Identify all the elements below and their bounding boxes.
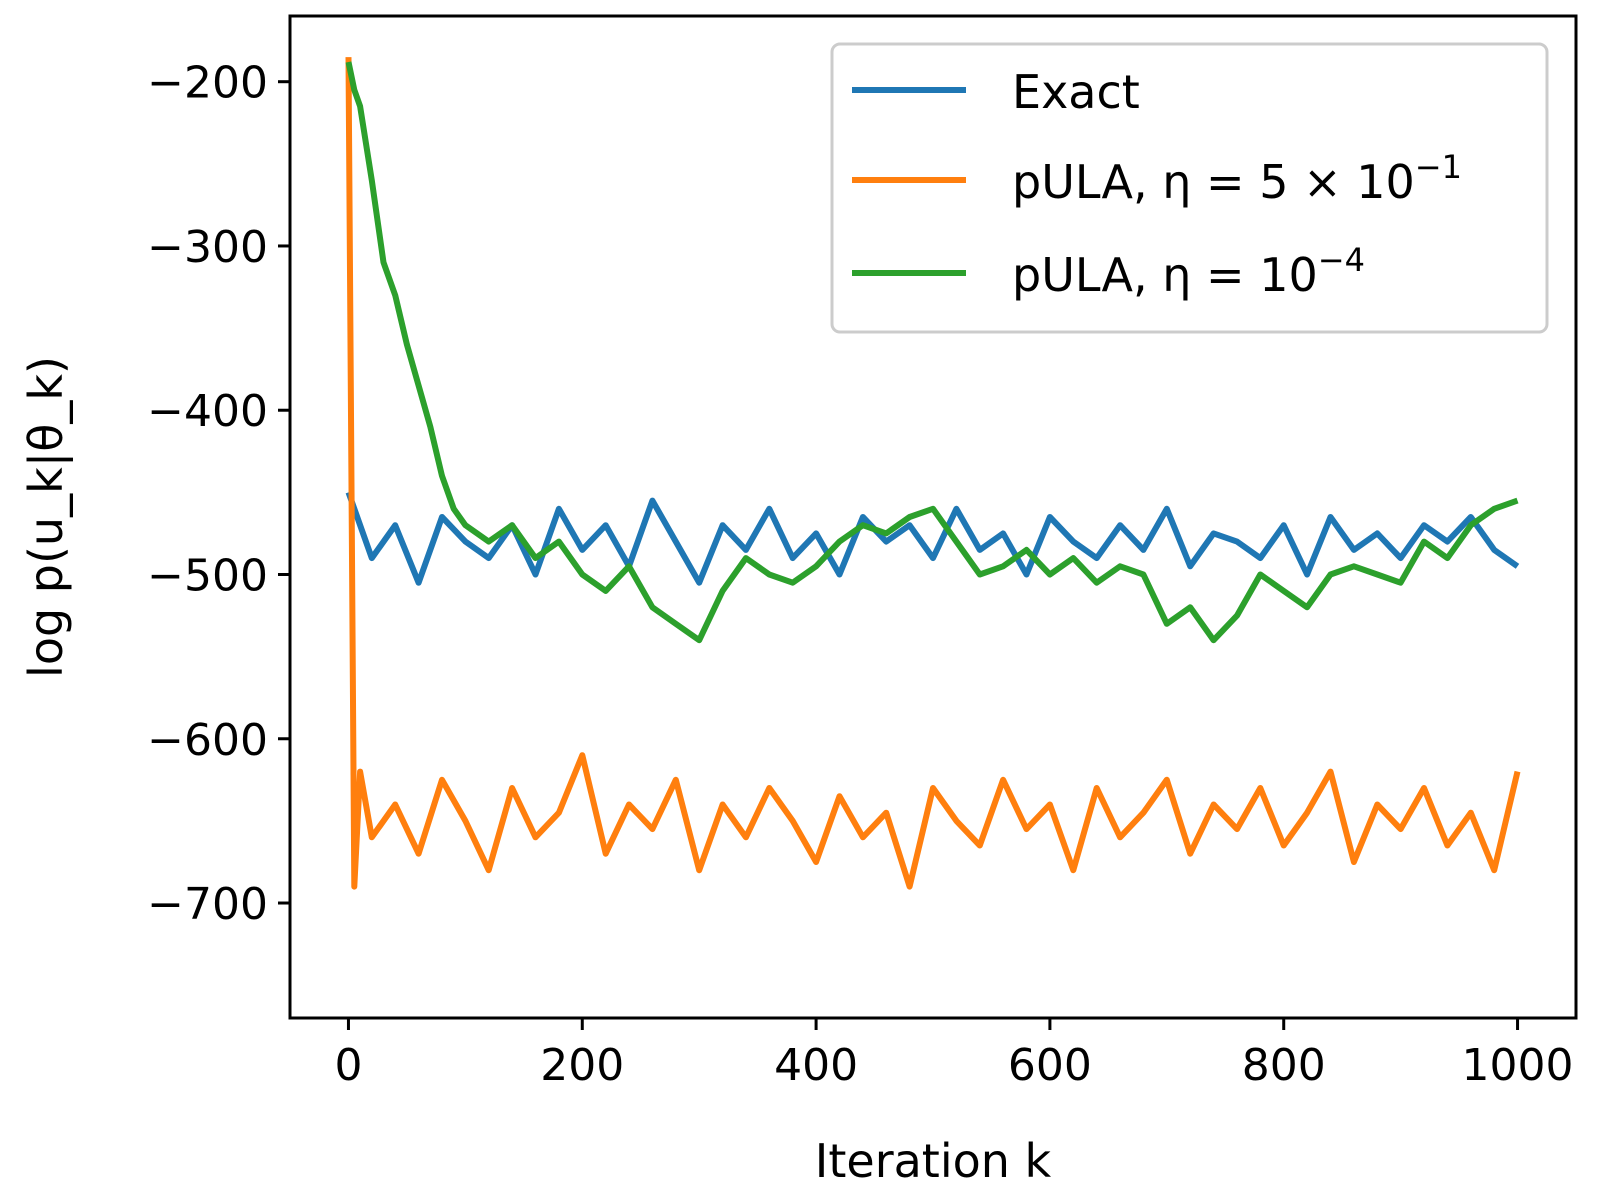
x-tick-label: 600 [1008,1040,1092,1091]
y-tick-label: −600 [147,715,268,766]
y-tick-label: −200 [147,58,268,109]
legend-label-pula-eta-1e-4: pULA, η = 10−4 [1012,241,1365,302]
y-axis-label: log p(u_k|θ_k) [19,356,74,678]
y-tick-label: −700 [147,879,268,930]
y-axis: −200 −300 −400 −500 −600 −700 [147,58,290,930]
plot-frame [288,14,1578,1020]
x-tick-label: 800 [1242,1040,1326,1091]
legend-label-pula-eta-1e-4-exponent: −4 [1318,241,1365,279]
legend-label-exact: Exact [1012,65,1140,119]
x-tick-label: 1000 [1462,1040,1574,1091]
legend-label-pula-eta-5e-1: pULA, η = 5 × 10−1 [1012,148,1462,209]
x-tick-label: 400 [774,1040,858,1091]
x-tick-label: 0 [334,1040,362,1091]
y-tick-label: −300 [147,222,268,273]
x-axis-label: Iteration k [815,1134,1052,1188]
legend-label-pula-eta-5e-1-text: pULA, η = 5 × 10 [1012,155,1415,209]
legend-label-pula-eta-5e-1-exponent: −1 [1415,148,1462,186]
series-line-1 [345,57,1521,890]
series-layer [345,57,1521,890]
series-line-2 [345,61,1519,644]
x-axis: 0 200 400 600 800 1000 [334,1018,1574,1091]
legend: Exact pULA, η = 5 × 10−1 pULA, η = 10−4 [830,42,1549,334]
x-tick-label: 200 [540,1040,624,1091]
legend-label-pula-eta-1e-4-text: pULA, η = 10 [1012,248,1318,302]
legend-box [830,42,1549,334]
y-tick-label: −400 [147,386,268,437]
y-tick-label: −500 [147,550,268,601]
